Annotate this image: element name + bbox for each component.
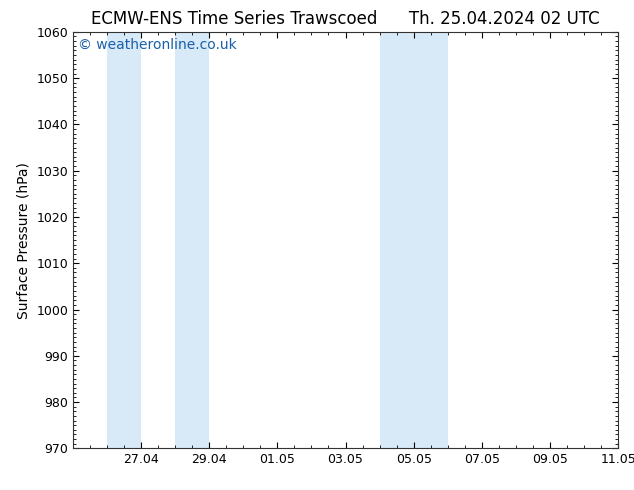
Y-axis label: Surface Pressure (hPa): Surface Pressure (hPa) (16, 162, 30, 318)
Bar (413, 32, 448, 448)
Text: © weatheronline.co.uk: © weatheronline.co.uk (79, 38, 237, 52)
Bar (107, 32, 141, 448)
Title: ECMW-ENS Time Series Trawscoed      Th. 25.04.2024 02 UTC: ECMW-ENS Time Series Trawscoed Th. 25.04… (91, 9, 600, 27)
Bar (380, 32, 413, 448)
Bar (175, 32, 209, 448)
